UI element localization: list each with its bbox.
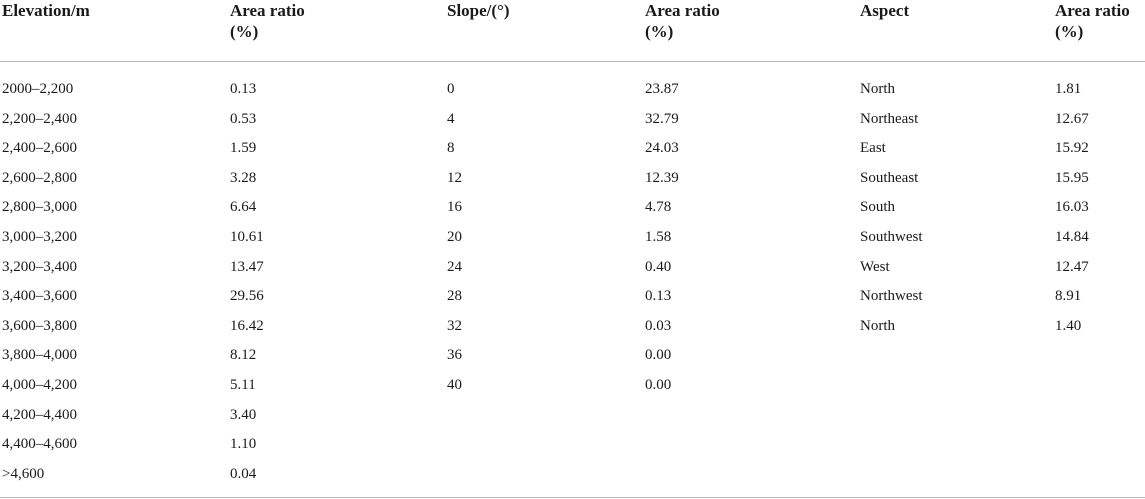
slope-cell: 12 (447, 170, 462, 186)
header-divider (0, 61, 1145, 62)
elevation-ratio-cell: 29.56 (230, 288, 264, 304)
elevation-ratio-cell: 16.42 (230, 318, 264, 334)
slope-ratio-cell: 0.13 (645, 288, 672, 304)
elevation-cell: 3,000–3,200 (2, 229, 77, 245)
elevation-ratio-cell: 8.12 (230, 347, 257, 363)
header-aspect: Aspect (860, 0, 909, 21)
slope-ratio-cell: 0.00 (645, 377, 672, 393)
elevation-cell: 3,200–3,400 (2, 259, 77, 275)
header-slope-area-ratio-line-1: Area ratio (645, 1, 720, 20)
header-aspect-area-ratio-line-1: Area ratio (1055, 1, 1130, 20)
slope-cell: 20 (447, 229, 462, 245)
aspect-cell: Northeast (860, 111, 919, 127)
slope-ratio-cell: 0.03 (645, 318, 672, 334)
slope-cell: 32 (447, 318, 462, 334)
slope-ratio-cell: 0.00 (645, 347, 672, 363)
aspect-ratio-cell: 15.95 (1055, 170, 1089, 186)
header-slope-line-1: Slope/(°) (447, 1, 510, 20)
header-slope-area-ratio: Area ratio (%) (645, 0, 720, 42)
slope-cell: 28 (447, 288, 462, 304)
aspect-ratio-cell: 15.92 (1055, 140, 1089, 156)
header-elevation: Elevation/m (2, 0, 90, 21)
elevation-ratio-cell: 5.11 (230, 377, 256, 393)
elevation-ratio-cell: 6.64 (230, 199, 257, 215)
elevation-ratio-cell: 1.59 (230, 140, 257, 156)
aspect-cell: North (860, 318, 895, 334)
slope-ratio-cell: 32.79 (645, 111, 679, 127)
aspect-ratio-cell: 14.84 (1055, 229, 1089, 245)
elevation-cell: 4,000–4,200 (2, 377, 77, 393)
header-elevation-area-ratio-line-2: (%) (230, 22, 259, 41)
aspect-cell: East (860, 140, 886, 156)
elevation-cell: 2000–2,200 (2, 81, 74, 97)
aspect-ratio-cell: 12.67 (1055, 111, 1089, 127)
header-aspect-area-ratio: Area ratio (%) (1055, 0, 1130, 42)
elevation-cell: 4,400–4,600 (2, 436, 77, 452)
aspect-ratio-cell: 12.47 (1055, 259, 1089, 275)
slope-ratio-cell: 1.58 (645, 229, 672, 245)
elevation-ratio-cell: 3.40 (230, 407, 257, 423)
elevation-cell: 2,600–2,800 (2, 170, 77, 186)
elevation-cell: 4,200–4,400 (2, 407, 77, 423)
slope-ratio-cell: 0.40 (645, 259, 672, 275)
header-elevation-area-ratio: Area ratio (%) (230, 0, 305, 42)
table-bottom-border (0, 497, 1145, 498)
slope-cell: 16 (447, 199, 462, 215)
elevation-ratio-cell: 0.13 (230, 81, 257, 97)
aspect-ratio-cell: 16.03 (1055, 199, 1089, 215)
aspect-cell: Northwest (860, 288, 923, 304)
elevation-ratio-cell: 0.04 (230, 466, 257, 482)
slope-cell: 0 (447, 81, 455, 97)
slope-ratio-cell: 23.87 (645, 81, 679, 97)
header-elevation-line-1: Elevation/m (2, 1, 90, 20)
elevation-cell: 3,800–4,000 (2, 347, 77, 363)
header-aspect-area-ratio-line-2: (%) (1055, 22, 1084, 41)
slope-ratio-cell: 24.03 (645, 140, 679, 156)
slope-cell: 24 (447, 259, 462, 275)
slope-ratio-cell: 12.39 (645, 170, 679, 186)
header-slope: Slope/(°) (447, 0, 510, 21)
elevation-ratio-cell: 3.28 (230, 170, 257, 186)
elevation-ratio-cell: 10.61 (230, 229, 264, 245)
aspect-cell: Southeast (860, 170, 919, 186)
aspect-ratio-cell: 8.91 (1055, 288, 1082, 304)
slope-cell: 8 (447, 140, 455, 156)
elevation-ratio-cell: 0.53 (230, 111, 257, 127)
elevation-cell: 3,400–3,600 (2, 288, 77, 304)
header-elevation-area-ratio-line-1: Area ratio (230, 1, 305, 20)
slope-ratio-cell: 4.78 (645, 199, 672, 215)
elevation-cell: 2,400–2,600 (2, 140, 77, 156)
slope-cell: 4 (447, 111, 455, 127)
elevation-ratio-cell: 13.47 (230, 259, 264, 275)
elevation-cell: 2,800–3,000 (2, 199, 77, 215)
aspect-cell: South (860, 199, 896, 215)
slope-cell: 40 (447, 377, 462, 393)
aspect-cell: North (860, 81, 895, 97)
header-aspect-line-1: Aspect (860, 1, 910, 20)
aspect-cell: West (860, 259, 890, 275)
slope-cell: 36 (447, 347, 462, 363)
elevation-ratio-cell: 1.10 (230, 436, 257, 452)
elevation-cell: >4,600 (2, 466, 45, 482)
aspect-ratio-cell: 1.40 (1055, 318, 1082, 334)
elevation-cell: 3,600–3,800 (2, 318, 77, 334)
elevation-cell: 2,200–2,400 (2, 111, 77, 127)
aspect-cell: Southwest (860, 229, 923, 245)
aspect-ratio-cell: 1.81 (1055, 81, 1082, 97)
header-slope-area-ratio-line-2: (%) (645, 22, 674, 41)
